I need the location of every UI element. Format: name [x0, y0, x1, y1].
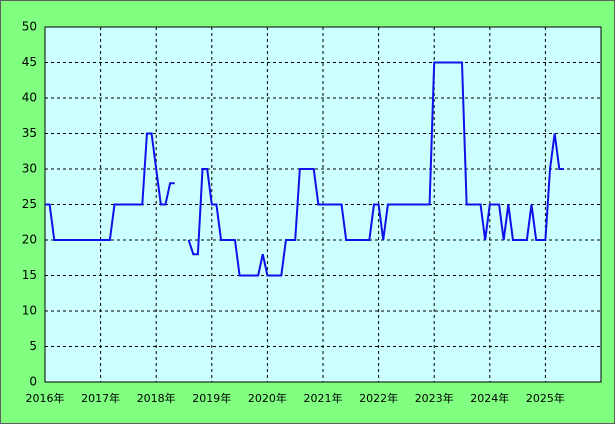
- y-tick-label: 10: [22, 304, 37, 318]
- x-tick-label: 2021年: [304, 391, 343, 405]
- y-tick-label: 0: [29, 375, 37, 389]
- y-tick-label: 40: [22, 91, 37, 105]
- x-tick-label: 2022年: [359, 391, 398, 405]
- y-tick-label: 35: [22, 126, 37, 140]
- y-tick-label: 5: [29, 339, 37, 353]
- x-tick-label: 2024年: [470, 391, 509, 405]
- x-tick-label: 2019年: [192, 391, 231, 405]
- y-tick-label: 15: [22, 268, 37, 282]
- x-tick-label: 2018年: [137, 391, 176, 405]
- line-series: [45, 61, 564, 277]
- x-tick-label: 2017年: [81, 391, 120, 405]
- y-tick-label: 30: [22, 162, 37, 176]
- y-tick-label: 25: [22, 197, 37, 211]
- y-tick-label: 20: [22, 233, 37, 247]
- x-tick-label: 2020年: [248, 391, 287, 405]
- y-tick-label: 45: [22, 55, 37, 69]
- y-tick-label: 50: [22, 20, 37, 34]
- x-tick-label: 2025年: [526, 391, 565, 405]
- x-tick-label: 2016年: [26, 391, 65, 405]
- x-tick-label: 2023年: [415, 391, 454, 405]
